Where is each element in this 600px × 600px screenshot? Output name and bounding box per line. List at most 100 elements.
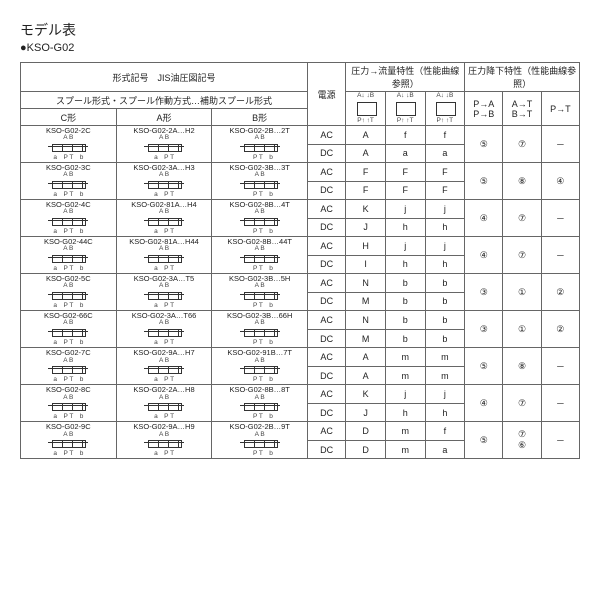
cell-at: ⑦ [503, 200, 541, 237]
cell-c: KSO-G02-4C A B a P T b [21, 200, 117, 237]
hdr-sym3: A↓ ↓B P↑ ↑T [425, 92, 465, 126]
cell-power: DC [308, 440, 346, 459]
cell-power: DC [308, 181, 346, 200]
cell-char: h [385, 218, 425, 237]
cell-char: N [346, 311, 386, 330]
cell-c: KSO-G02-44C A B a P T b [21, 237, 117, 274]
cell-pt: ② [541, 311, 579, 348]
cell-char: A [346, 126, 386, 145]
cell-at: ⑦ [503, 385, 541, 422]
cell-char: J [346, 403, 386, 422]
cell-char: j [385, 200, 425, 219]
cell-power: AC [308, 126, 346, 145]
cell-a: KSO-G02-3A…H3 A B a P T [116, 163, 212, 200]
cell-char: m [425, 366, 465, 385]
page-subtitle: ●KSO-G02 [20, 42, 580, 54]
cell-char: b [385, 274, 425, 293]
hdr-sym1: A↓ ↓B P↑ ↑T [346, 92, 386, 126]
cell-at: ⑦ [503, 237, 541, 274]
cell-pa: ⑤ [465, 163, 503, 200]
cell-char: m [385, 366, 425, 385]
hdr-power: 電源 [308, 63, 346, 126]
cell-b: KSO-G02-3B…3T A B P T b [212, 163, 308, 200]
cell-c: KSO-G02-5C A B a P T b [21, 274, 117, 311]
cell-pa: ④ [465, 237, 503, 274]
cell-char: F [385, 181, 425, 200]
cell-char: b [425, 292, 465, 311]
cell-at: ① [503, 274, 541, 311]
cell-char: h [425, 403, 465, 422]
cell-char: a [385, 144, 425, 163]
hdr-pt: P→T [541, 92, 579, 126]
cell-pa: ③ [465, 274, 503, 311]
hdr-sym2: A↓ ↓B P↑ ↑T [385, 92, 425, 126]
cell-char: F [346, 181, 386, 200]
hdr-c-type: C形 [21, 109, 117, 126]
cell-char: M [346, 329, 386, 348]
cell-power: AC [308, 274, 346, 293]
cell-char: a [425, 440, 465, 459]
cell-a: KSO-G02-81A…H4 A B a P T [116, 200, 212, 237]
cell-power: DC [308, 366, 346, 385]
cell-c: KSO-G02-2C A B a P T b [21, 126, 117, 163]
cell-pt: － [541, 385, 579, 422]
cell-a: KSO-G02-3A…T5 A B a P T [116, 274, 212, 311]
cell-pa: ⑤ [465, 348, 503, 385]
cell-char: j [385, 237, 425, 256]
cell-pa: ⑤ [465, 126, 503, 163]
cell-char: m [385, 440, 425, 459]
cell-char: J [346, 218, 386, 237]
page-title: モデル表 [20, 20, 580, 40]
cell-char: b [425, 329, 465, 348]
cell-char: j [425, 385, 465, 404]
cell-char: A [346, 366, 386, 385]
cell-char: b [385, 329, 425, 348]
cell-power: DC [308, 255, 346, 274]
cell-a: KSO-G02-2A…H2 A B a P T [116, 126, 212, 163]
hdr-at-bt: A→TB→T [503, 92, 541, 126]
cell-char: h [425, 218, 465, 237]
cell-char: D [346, 422, 386, 441]
cell-char: A [346, 348, 386, 367]
cell-char: I [346, 255, 386, 274]
cell-char: f [425, 422, 465, 441]
cell-b: KSO-G02-3B…66H A B P T b [212, 311, 308, 348]
cell-c: KSO-G02-8C A B a P T b [21, 385, 117, 422]
cell-pa: ④ [465, 200, 503, 237]
hdr-pa-pb: P→AP→B [465, 92, 503, 126]
cell-pt: － [541, 200, 579, 237]
cell-a: KSO-G02-81A…H44 A B a P T [116, 237, 212, 274]
cell-char: M [346, 292, 386, 311]
cell-char: F [346, 163, 386, 182]
cell-power: AC [308, 385, 346, 404]
hdr-spool: スプール形式・スプール作動方式…補助スプール形式 [21, 92, 308, 109]
cell-power: DC [308, 292, 346, 311]
cell-char: h [385, 255, 425, 274]
cell-char: F [425, 181, 465, 200]
cell-b: KSO-G02-2B…9T A B P T b [212, 422, 308, 459]
cell-char: j [425, 200, 465, 219]
cell-c: KSO-G02-66C A B a P T b [21, 311, 117, 348]
cell-char: F [385, 163, 425, 182]
cell-power: DC [308, 329, 346, 348]
cell-at: ⑦⑥ [503, 422, 541, 459]
cell-power: DC [308, 218, 346, 237]
cell-power: AC [308, 348, 346, 367]
cell-pa: ③ [465, 311, 503, 348]
cell-char: m [425, 348, 465, 367]
cell-power: DC [308, 403, 346, 422]
cell-power: AC [308, 200, 346, 219]
cell-power: AC [308, 237, 346, 256]
cell-pa: ⑤ [465, 422, 503, 459]
cell-a: KSO-G02-2A…H8 A B a P T [116, 385, 212, 422]
cell-char: b [385, 311, 425, 330]
cell-char: b [425, 274, 465, 293]
cell-b: KSO-G02-3B…5H A B P T b [212, 274, 308, 311]
cell-char: K [346, 200, 386, 219]
cell-c: KSO-G02-3C A B a P T b [21, 163, 117, 200]
cell-pt: － [541, 126, 579, 163]
cell-char: H [346, 237, 386, 256]
cell-pt: － [541, 237, 579, 274]
hdr-pressure-flow: 圧力→流量特性（性能曲線参照） [346, 63, 465, 92]
cell-char: b [425, 311, 465, 330]
